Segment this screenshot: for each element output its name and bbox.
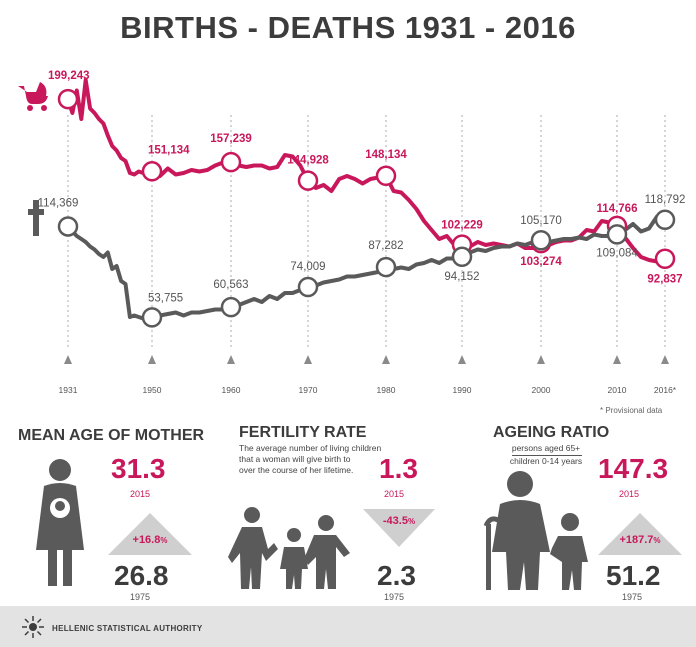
footer: HELLENIC STATISTICAL AUTHORITY — [0, 606, 696, 647]
mother-change-triangle — [108, 513, 192, 555]
data-label-deaths-1960: 60,563 — [213, 279, 248, 291]
data-label-deaths-2010: 109,084 — [596, 247, 638, 259]
fertility-description-2: that a woman will give birth to — [239, 454, 351, 464]
data-label-deaths-1990: 94,152 — [444, 271, 479, 283]
marker-births-2016 — [654, 248, 676, 269]
page-title: BIRTHS - DEATHS 1931 - 2016 — [120, 10, 576, 45]
x-tick-label: 1960 — [222, 385, 241, 395]
family-icon — [228, 507, 350, 589]
data-labels: 199,243 151,134 157,239 144,928 148,134 102,2… — [38, 70, 686, 304]
data-label-deaths-1970: 74,009 — [290, 261, 325, 273]
x-tick-label: 2016* — [654, 385, 677, 395]
x-tick-label: 1980 — [377, 385, 396, 395]
data-label-births-1980: 148,134 — [365, 149, 407, 161]
data-label-deaths-2000: 105,170 — [520, 215, 562, 227]
ageing-change-triangle — [598, 513, 682, 555]
tick-marker-2000 — [537, 355, 545, 364]
tick-marker-1960 — [227, 355, 235, 364]
elstat-logo-icon — [22, 616, 44, 638]
x-tick-label: 1990 — [453, 385, 472, 395]
data-label-births-1950: 151,134 — [148, 144, 190, 156]
marker-deaths-1950 — [141, 307, 163, 328]
tick-marker-1980 — [382, 355, 390, 364]
marker-deaths-2016 — [654, 209, 676, 231]
series-markers — [57, 88, 676, 328]
data-label-deaths-1950: 53,755 — [148, 292, 183, 304]
data-label-births-1960: 157,239 — [210, 133, 252, 145]
series-lines — [66, 78, 666, 321]
x-tick-label: 1970 — [299, 385, 318, 395]
marker-deaths-1980 — [375, 256, 397, 278]
mother-current-value: 31.3 — [111, 453, 166, 484]
tick-marker-1990 — [458, 355, 466, 364]
mother-heading: MEAN AGE OF MOTHER — [18, 427, 205, 444]
mother-past-value: 26.8 — [114, 560, 169, 591]
data-label-deaths-1980: 87,282 — [368, 240, 403, 252]
marker-births-1931 — [57, 88, 79, 110]
tick-marker-2016 — [661, 355, 669, 364]
elderly-with-child-icon — [483, 471, 588, 590]
marker-deaths-1931 — [57, 216, 79, 237]
x-tick-label: 2000 — [532, 385, 551, 395]
fertility-change-label: -43.5% — [382, 515, 416, 527]
cross-icon — [28, 200, 44, 236]
x-axis: 1931 1950 1960 1970 1980 1990 2000 2010 2016* — [59, 355, 677, 395]
x-tick-label: 1950 — [143, 385, 162, 395]
tick-marker-1931 — [64, 355, 72, 364]
ageing-denominator: children 0-14 years — [509, 456, 583, 466]
tick-marker-1970 — [304, 355, 312, 364]
data-label-births-1990: 102,229 — [441, 220, 483, 232]
fertility-current-value: 1.3 — [379, 453, 418, 484]
marker-births-1960 — [220, 151, 242, 173]
baby-carriage-icon — [18, 82, 48, 111]
births-deaths-chart: 199,243 151,134 157,239 144,928 148,134 102,2… — [18, 70, 686, 395]
marker-births-1980 — [375, 165, 397, 187]
fertility-heading: FERTILITY RATE — [239, 424, 367, 441]
ageing-past-value: 51.2 — [606, 560, 661, 591]
data-label-births-2016: 92,837 — [647, 274, 682, 286]
ageing-current-value: 147.3 — [598, 453, 669, 484]
marker-births-1950 — [141, 161, 163, 182]
marker-deaths-1960 — [220, 296, 242, 318]
marker-deaths-2010 — [606, 224, 628, 245]
data-label-deaths-2016: 118,792 — [645, 194, 686, 206]
data-label-births-1931: 199,243 — [48, 70, 90, 82]
x-tick-label: 1931 — [59, 385, 78, 395]
marker-births-1970 — [297, 170, 319, 191]
footer-org-name: HELLENIC STATISTICAL AUTHORITY — [52, 624, 203, 633]
ageing-numerator: persons aged 65+ — [511, 443, 581, 453]
mother-with-baby-icon — [36, 459, 84, 586]
fertility-current-year: 2015 — [384, 489, 405, 499]
provisional-note: * Provisional data — [600, 406, 663, 415]
marker-deaths-2000 — [530, 229, 552, 251]
mother-past-year: 1975 — [130, 592, 151, 602]
fertility-change-triangle — [363, 509, 435, 547]
tick-marker-1950 — [148, 355, 156, 364]
tick-marker-2010 — [613, 355, 621, 364]
ageing-past-year: 1975 — [622, 592, 643, 602]
fertility-past-value: 2.3 — [377, 560, 416, 591]
data-label-births-2010: 114,766 — [597, 203, 638, 215]
series-line-deaths — [66, 214, 666, 321]
ageing-fraction-line — [512, 455, 582, 456]
mother-current-year: 2015 — [130, 489, 151, 499]
marker-deaths-1990 — [451, 246, 473, 268]
data-label-births-1970: 144,928 — [287, 155, 329, 167]
x-tick-label: 2010 — [608, 385, 627, 395]
ageing-heading: AGEING RATIO — [493, 424, 610, 441]
ageing-current-year: 2015 — [619, 489, 640, 499]
fertility-description-3: over the course of her lifetime. — [239, 465, 354, 475]
data-label-births-2000: 103,274 — [520, 256, 562, 268]
data-label-deaths-1931: 114,369 — [38, 197, 79, 209]
mother-change-label: +16.8% — [132, 534, 168, 546]
fertility-past-year: 1975 — [384, 592, 405, 602]
marker-deaths-1970 — [297, 276, 319, 298]
fertility-description-1: The average number of living children — [239, 443, 382, 453]
ageing-change-label: +187.7% — [619, 534, 661, 546]
